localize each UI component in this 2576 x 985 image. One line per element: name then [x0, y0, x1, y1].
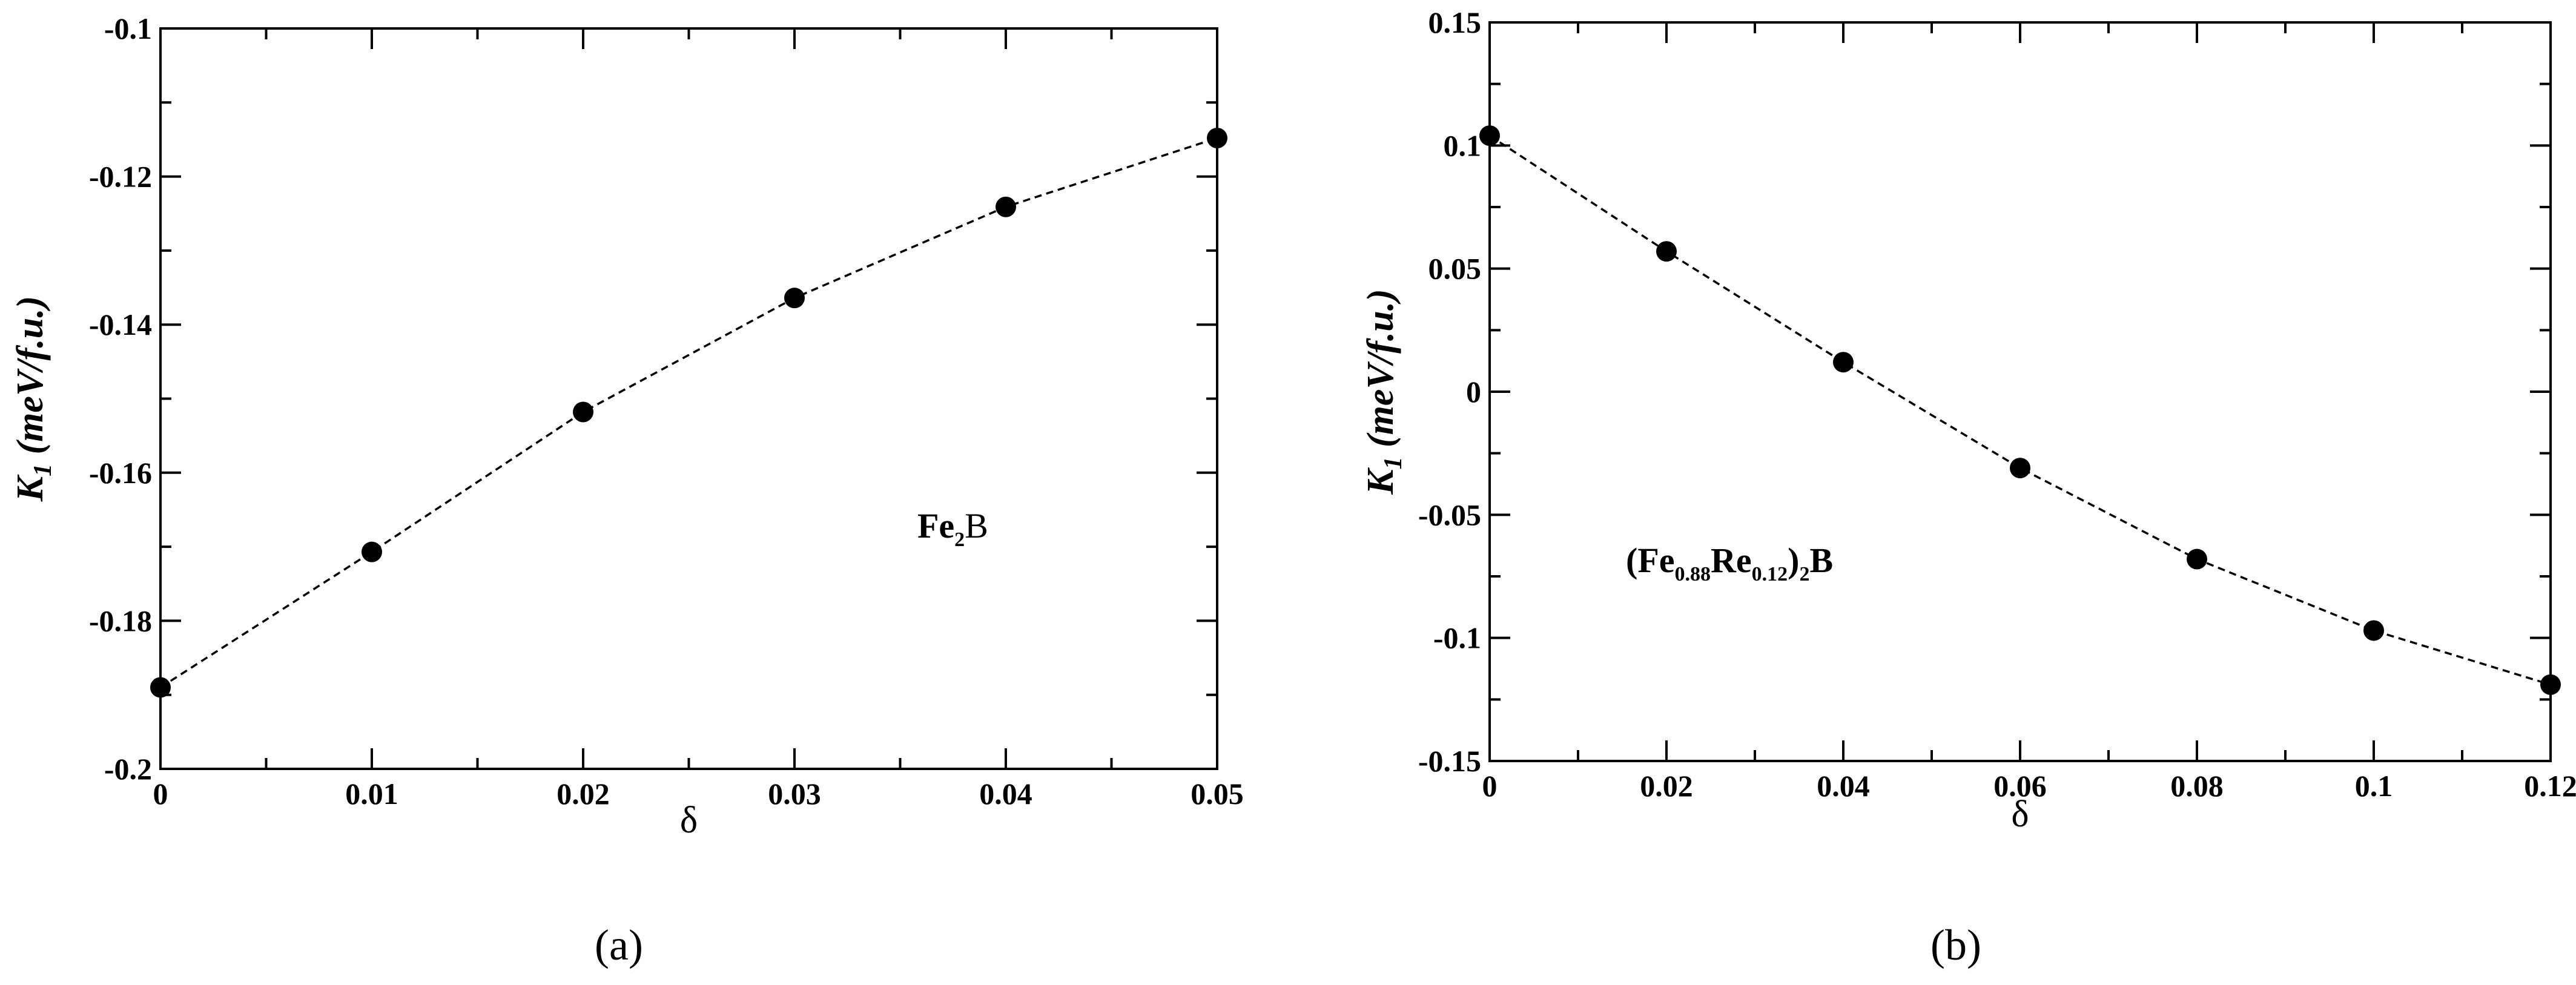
annotation-text: Re: [1711, 541, 1752, 580]
data-point: [150, 677, 171, 698]
x-tick-label: 0.02: [556, 777, 610, 811]
y-tick-label: -0.14: [89, 308, 152, 341]
data-point: [2010, 458, 2030, 479]
compound-annotation: Fe2B: [917, 506, 988, 551]
y-tick-label: -0.12: [89, 160, 152, 194]
y-axis-label-symbol: K: [10, 474, 51, 502]
data-point: [2540, 674, 2561, 695]
y-axis-label-symbol: K: [1360, 467, 1401, 495]
y-axis-label: K1 (meV/f.u.): [10, 296, 57, 502]
annotation-text: B: [1809, 541, 1833, 580]
y-tick-label: 0: [1466, 375, 1481, 409]
data-point: [784, 288, 805, 309]
annotation-subscript: 2: [1799, 563, 1809, 585]
x-tick-label: 0.08: [2170, 769, 2224, 803]
data-point: [2363, 620, 2384, 641]
x-tick-label: 0.04: [1817, 769, 1870, 803]
data-point: [996, 196, 1016, 217]
data-point: [1656, 241, 1677, 262]
x-tick-label: 0.12: [2524, 769, 2576, 803]
annotation-subscript: 0.12: [1752, 563, 1788, 585]
data-point: [1833, 352, 1854, 373]
y-axis-label-units: (meV/f.u.): [1360, 289, 1401, 456]
x-tick-label: 0: [1482, 769, 1498, 803]
y-tick-label: 0.05: [1428, 252, 1482, 286]
data-point: [573, 401, 593, 423]
annotation-text: (Fe: [1626, 541, 1675, 580]
y-tick-label: -0.1: [1433, 621, 1481, 655]
annotation-text: Fe: [917, 506, 954, 545]
panel-label: (b): [1930, 921, 1981, 969]
x-axis-label: δ: [2011, 794, 2029, 835]
annotation-text: B: [965, 506, 988, 545]
y-tick-label: -0.2: [104, 752, 152, 786]
y-axis-label-subscript: 1: [29, 464, 57, 476]
x-tick-label: 0.03: [768, 777, 821, 811]
y-tick-label: -0.15: [1418, 744, 1481, 778]
annotation-subscript: 0.88: [1675, 563, 1711, 585]
y-tick-label: 0.1: [1444, 128, 1482, 162]
chart-panel-a: 0 0.01 0.02 0.03 0.04 0.05 -0.2 -0.18 -0.16 -0.14…: [10, 12, 1244, 969]
series-line: [160, 137, 1218, 688]
data-point: [362, 541, 382, 562]
y-axis-label: K1 (meV/f.u.): [1360, 289, 1407, 495]
data-point: [1479, 125, 1500, 147]
x-tick-label: 0.1: [2355, 769, 2393, 803]
compound-annotation: (Fe0.88Re0.12)2B: [1626, 541, 1833, 585]
x-tick-label: 0.05: [1191, 777, 1244, 811]
chart-panel-b: 0 0.02 0.04 0.06 0.08 0.1 0.12-0.15-0.1-0.0500…: [1360, 5, 2576, 969]
y-tick-label: -0.16: [89, 456, 152, 490]
data-point: [1207, 128, 1227, 149]
y-tick-label: -0.18: [89, 604, 152, 637]
annotation-subscript: 2: [954, 529, 965, 551]
x-tick-label: 0.02: [1640, 769, 1693, 803]
y-tick-label: -0.05: [1418, 498, 1481, 532]
x-tick-label: 0.04: [979, 777, 1032, 811]
y-tick-label: 0.15: [1428, 5, 1482, 39]
y-tick-label: -0.1: [104, 12, 152, 45]
y-axis-label-units: (meV/f.u.): [10, 296, 51, 464]
panel-label: (a): [595, 921, 643, 969]
data-point: [2187, 549, 2207, 570]
x-tick-label: 0.01: [345, 777, 398, 811]
annotation-text: ): [1788, 541, 1799, 580]
y-axis-label-subscript: 1: [1379, 456, 1407, 469]
x-axis-label: δ: [680, 800, 698, 841]
x-tick-label: 0.06: [1993, 769, 2047, 803]
x-tick-label: 0: [153, 777, 168, 811]
